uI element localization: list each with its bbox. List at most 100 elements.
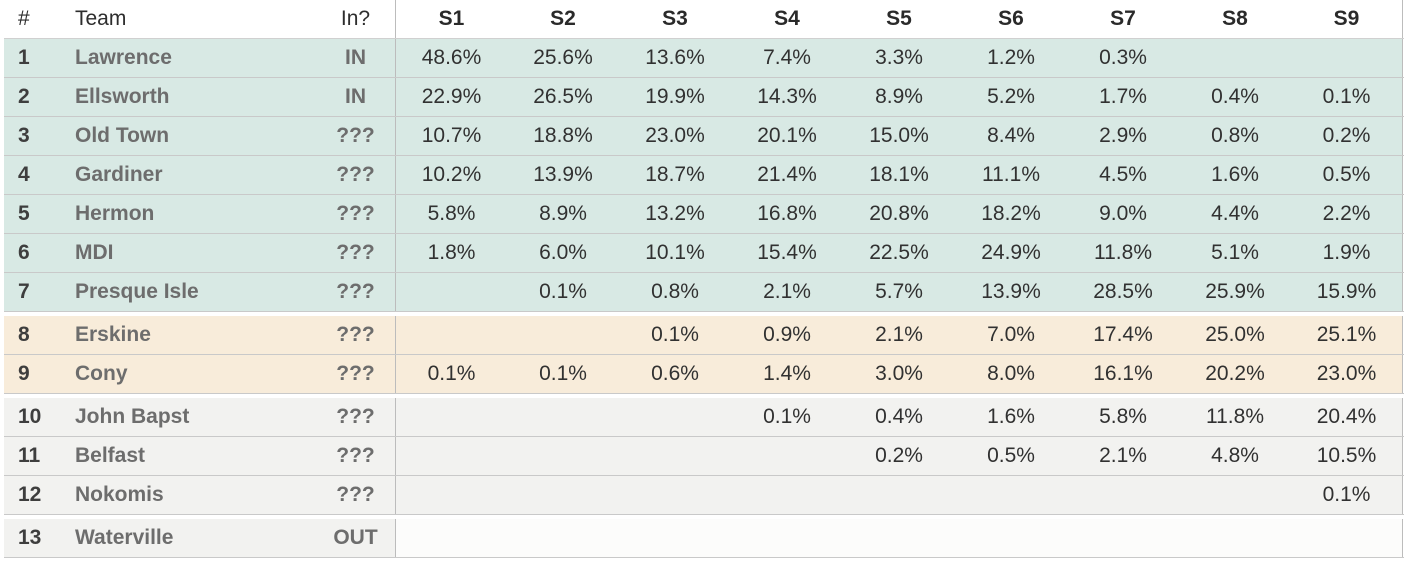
seed-prob-cell: 13.9% <box>507 156 619 194</box>
seed-prob-cell: 0.2% <box>1291 117 1403 155</box>
seed-prob-cell: 0.8% <box>619 273 731 311</box>
seed-prob-cell: 0.2% <box>843 437 955 475</box>
table-row: 10 John Bapst??? 0.1% 0.4% 1.6% 5.8% 11.8% 20.4… <box>4 398 1404 437</box>
seed-prob-cell <box>1179 39 1291 77</box>
rank-cell: 13 <box>4 519 54 557</box>
seed-prob-cell: 0.1% <box>507 273 619 311</box>
table-row: 4 Gardiner??? 10.2% 13.9% 18.7% 21.4% 18.1% 11.… <box>4 156 1404 195</box>
seed-prob-cell <box>395 398 507 436</box>
seed-prob-cell: 21.4% <box>731 156 843 194</box>
table-row: 1 Lawrence IN 48.6% 25.6% 13.6% 7.4% 3.3% 1.2% 0.… <box>4 39 1404 78</box>
seed-prob-cell <box>507 398 619 436</box>
seed-prob-cell <box>955 476 1067 514</box>
seed-prob-cell: 15.9% <box>1291 273 1403 311</box>
table-row: 7 Presque Isle??? 0.1% 0.8% 2.1% 5.7% 13.9% 28.… <box>4 273 1404 312</box>
seed-prob-cell: 0.1% <box>395 355 507 393</box>
seed-prob-cell: 2.2% <box>1291 195 1403 233</box>
seed-prob-cell: 0.4% <box>843 398 955 436</box>
seed-prob-cell: 13.6% <box>619 39 731 77</box>
seed-prob-cell: 13.9% <box>955 273 1067 311</box>
status-cell: ??? <box>316 195 395 233</box>
team-name-cell: Belfast <box>54 437 316 475</box>
seed-prob-cell <box>507 519 619 557</box>
seed-prob-cell: 16.8% <box>731 195 843 233</box>
seed-prob-cell: 0.6% <box>619 355 731 393</box>
seed-prob-cell <box>619 437 731 475</box>
status-cell: ??? <box>316 156 395 194</box>
header-team: Team <box>54 0 316 38</box>
team-name-cell: Presque Isle <box>54 273 316 311</box>
status-cell: ??? <box>316 316 395 354</box>
seed-prob-cell <box>619 476 731 514</box>
seed-prob-cell: 25.1% <box>1291 316 1403 354</box>
seed-prob-cell: 2.9% <box>1067 117 1179 155</box>
seed-prob-cell: 18.7% <box>619 156 731 194</box>
seed-prob-cell: 4.4% <box>1179 195 1291 233</box>
table-row: 8 Erskine??? 0.1% 0.9% 2.1% 7.0% 17.4% 25.0% 25.… <box>4 316 1404 355</box>
status-cell: ??? <box>316 398 395 436</box>
team-name-cell: MDI <box>54 234 316 272</box>
seed-prob-cell: 1.6% <box>955 398 1067 436</box>
seed-prob-cell: 16.1% <box>1067 355 1179 393</box>
seed-prob-cell <box>395 476 507 514</box>
seed-prob-cell: 10.5% <box>1291 437 1403 475</box>
seed-prob-cell: 1.8% <box>395 234 507 272</box>
status-cell: OUT <box>316 519 395 557</box>
seed-prob-cell <box>731 476 843 514</box>
seed-prob-cell: 0.3% <box>1067 39 1179 77</box>
seed-prob-cell: 11.8% <box>1067 234 1179 272</box>
rank-cell: 11 <box>4 437 54 475</box>
seed-prob-cell <box>955 519 1067 557</box>
seed-prob-cell: 20.1% <box>731 117 843 155</box>
header-seed-s8: S8 <box>1179 0 1291 38</box>
table-row: 5 Hermon??? 5.8% 8.9% 13.2% 16.8% 20.8% 18.2% 9.… <box>4 195 1404 234</box>
seed-prob-cell: 0.8% <box>1179 117 1291 155</box>
seed-prob-cell: 5.7% <box>843 273 955 311</box>
rank-cell: 6 <box>4 234 54 272</box>
seed-prob-cell: 22.9% <box>395 78 507 116</box>
seed-prob-cell: 10.1% <box>619 234 731 272</box>
seed-prob-cell: 10.7% <box>395 117 507 155</box>
rank-cell: 9 <box>4 355 54 393</box>
seed-prob-cell: 18.8% <box>507 117 619 155</box>
rank-cell: 3 <box>4 117 54 155</box>
seed-prob-cell: 8.9% <box>843 78 955 116</box>
rank-cell: 5 <box>4 195 54 233</box>
seed-prob-cell: 8.4% <box>955 117 1067 155</box>
rank-cell: 8 <box>4 316 54 354</box>
seed-prob-cell: 9.0% <box>1067 195 1179 233</box>
header-seed-s3: S3 <box>619 0 731 38</box>
seed-prob-cell: 19.9% <box>619 78 731 116</box>
status-cell: ??? <box>316 234 395 272</box>
seed-prob-cell <box>395 273 507 311</box>
team-name-cell: Ellsworth <box>54 78 316 116</box>
seed-prob-cell <box>507 437 619 475</box>
rank-cell: 10 <box>4 398 54 436</box>
status-cell: ??? <box>316 476 395 514</box>
seed-prob-cell: 14.3% <box>731 78 843 116</box>
rank-cell: 2 <box>4 78 54 116</box>
seed-prob-cell: 5.8% <box>1067 398 1179 436</box>
status-cell: ??? <box>316 437 395 475</box>
seed-prob-cell: 3.3% <box>843 39 955 77</box>
seed-prob-cell <box>1291 39 1403 77</box>
seed-prob-cell: 0.4% <box>1179 78 1291 116</box>
seed-prob-cell: 20.8% <box>843 195 955 233</box>
seed-prob-cell: 4.8% <box>1179 437 1291 475</box>
seed-prob-cell: 23.0% <box>1291 355 1403 393</box>
seed-prob-cell: 4.5% <box>1067 156 1179 194</box>
seed-prob-cell: 0.9% <box>731 316 843 354</box>
seed-prob-cell <box>731 437 843 475</box>
seed-prob-cell <box>731 519 843 557</box>
seed-prob-cell: 7.0% <box>955 316 1067 354</box>
seed-prob-cell: 2.1% <box>731 273 843 311</box>
table-row: 6 MDI??? 1.8% 6.0% 10.1% 15.4% 22.5% 24.9% 11.8%… <box>4 234 1404 273</box>
seed-prob-cell: 2.1% <box>843 316 955 354</box>
seed-prob-cell <box>1179 476 1291 514</box>
header-seed-s1: S1 <box>395 0 507 38</box>
seed-prob-cell: 20.2% <box>1179 355 1291 393</box>
team-name-cell: Cony <box>54 355 316 393</box>
seed-prob-cell: 8.9% <box>507 195 619 233</box>
status-cell: IN <box>316 39 395 77</box>
